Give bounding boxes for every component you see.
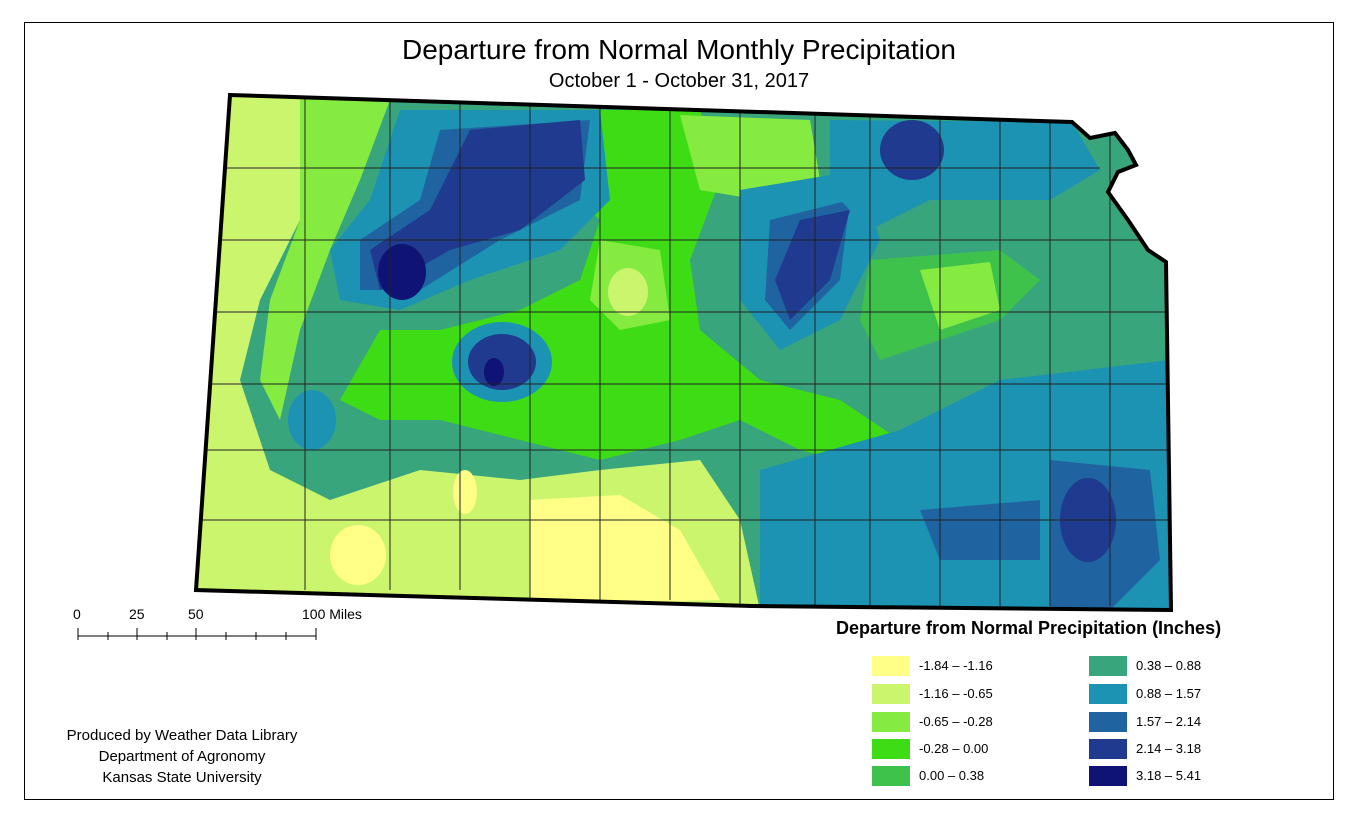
scale-label-0: 0	[73, 606, 81, 622]
legend-label: -1.16 – -0.65	[919, 686, 993, 701]
legend-swatch	[1089, 684, 1127, 704]
zone-sw-dry-spot	[330, 525, 386, 585]
legend-label: 0.88 – 1.57	[1136, 686, 1202, 701]
zone-ne-dry-spot	[608, 268, 648, 316]
legend-swatch	[1089, 739, 1127, 759]
legend-item: -0.28 – 0.00	[872, 739, 1072, 759]
legend-item: -0.65 – -0.28	[872, 712, 1072, 732]
legend-label: -0.65 – -0.28	[919, 714, 993, 729]
legend-label: -0.28 – 0.00	[919, 741, 989, 756]
legend-item: 0.38 – 0.88	[1089, 656, 1289, 676]
zone-north-green	[680, 115, 820, 200]
zone-ne-max	[880, 120, 944, 180]
county-boundaries	[196, 95, 1170, 606]
legend-label: 0.00 – 0.38	[919, 768, 985, 783]
zone-sc-wet	[920, 500, 1040, 560]
scale-bar	[77, 628, 317, 640]
legend-title: Departure from Normal Precipitation (Inc…	[836, 618, 1222, 638]
zone-nw-wettest	[370, 120, 585, 290]
legend-item: -1.84 – -1.16	[872, 656, 1072, 676]
credit-line: Produced by Weather Data Library	[66, 727, 298, 744]
legend-swatch	[872, 739, 910, 759]
credits: Produced by Weather Data Library Departm…	[32, 725, 332, 788]
map-title: Departure from Normal Monthly Precipitat…	[402, 34, 956, 65]
legend-item: 0.00 – 0.38	[872, 766, 1072, 786]
credit-line: Department of Agronomy	[98, 748, 266, 765]
legend-label: 3.18 – 5.41	[1136, 768, 1202, 783]
zone-southwest-driest	[530, 495, 720, 605]
scale-label-100: 100 Miles	[302, 606, 362, 622]
legend-item: -1.16 – -0.65	[872, 684, 1072, 704]
legend-item: 1.57 – 2.14	[1089, 712, 1289, 732]
legend-label: 0.38 – 0.88	[1136, 658, 1202, 673]
credit-line: Kansas State University	[102, 769, 262, 786]
map-subtitle: October 1 - October 31, 2017	[548, 70, 810, 92]
legend-label: 1.57 – 2.14	[1136, 714, 1202, 729]
legend-swatch	[1089, 712, 1127, 732]
zone-west-wet-spot	[288, 390, 336, 450]
zone-west-dry	[196, 95, 760, 610]
legend-item: 3.18 – 5.41	[1089, 766, 1289, 786]
legend-swatch	[872, 712, 910, 732]
scale-label-25: 25	[129, 606, 145, 622]
zone-nw-max	[378, 244, 426, 300]
map-frame	[24, 22, 1334, 800]
zone-nc-wettest	[775, 210, 850, 320]
scale-label-50: 50	[188, 606, 204, 622]
zone-central-max	[484, 358, 504, 386]
legend-swatch	[872, 656, 910, 676]
state-boundary	[193, 92, 1174, 613]
legend-swatch	[872, 684, 910, 704]
legend-label: -1.84 – -1.16	[919, 658, 993, 673]
legend-swatch	[872, 766, 910, 786]
legend-swatch	[1089, 656, 1127, 676]
zone-west-dry2	[260, 95, 390, 420]
legend-swatch	[1089, 766, 1127, 786]
zone-sw-dry-spot2	[453, 470, 477, 514]
precipitation-surface	[196, 95, 1171, 610]
legend-item: 0.88 – 1.57	[1089, 684, 1289, 704]
legend-item: 2.14 – 3.18	[1089, 739, 1289, 759]
legend-label: 2.14 – 3.18	[1136, 741, 1202, 756]
zone-central-wetter	[468, 334, 536, 390]
